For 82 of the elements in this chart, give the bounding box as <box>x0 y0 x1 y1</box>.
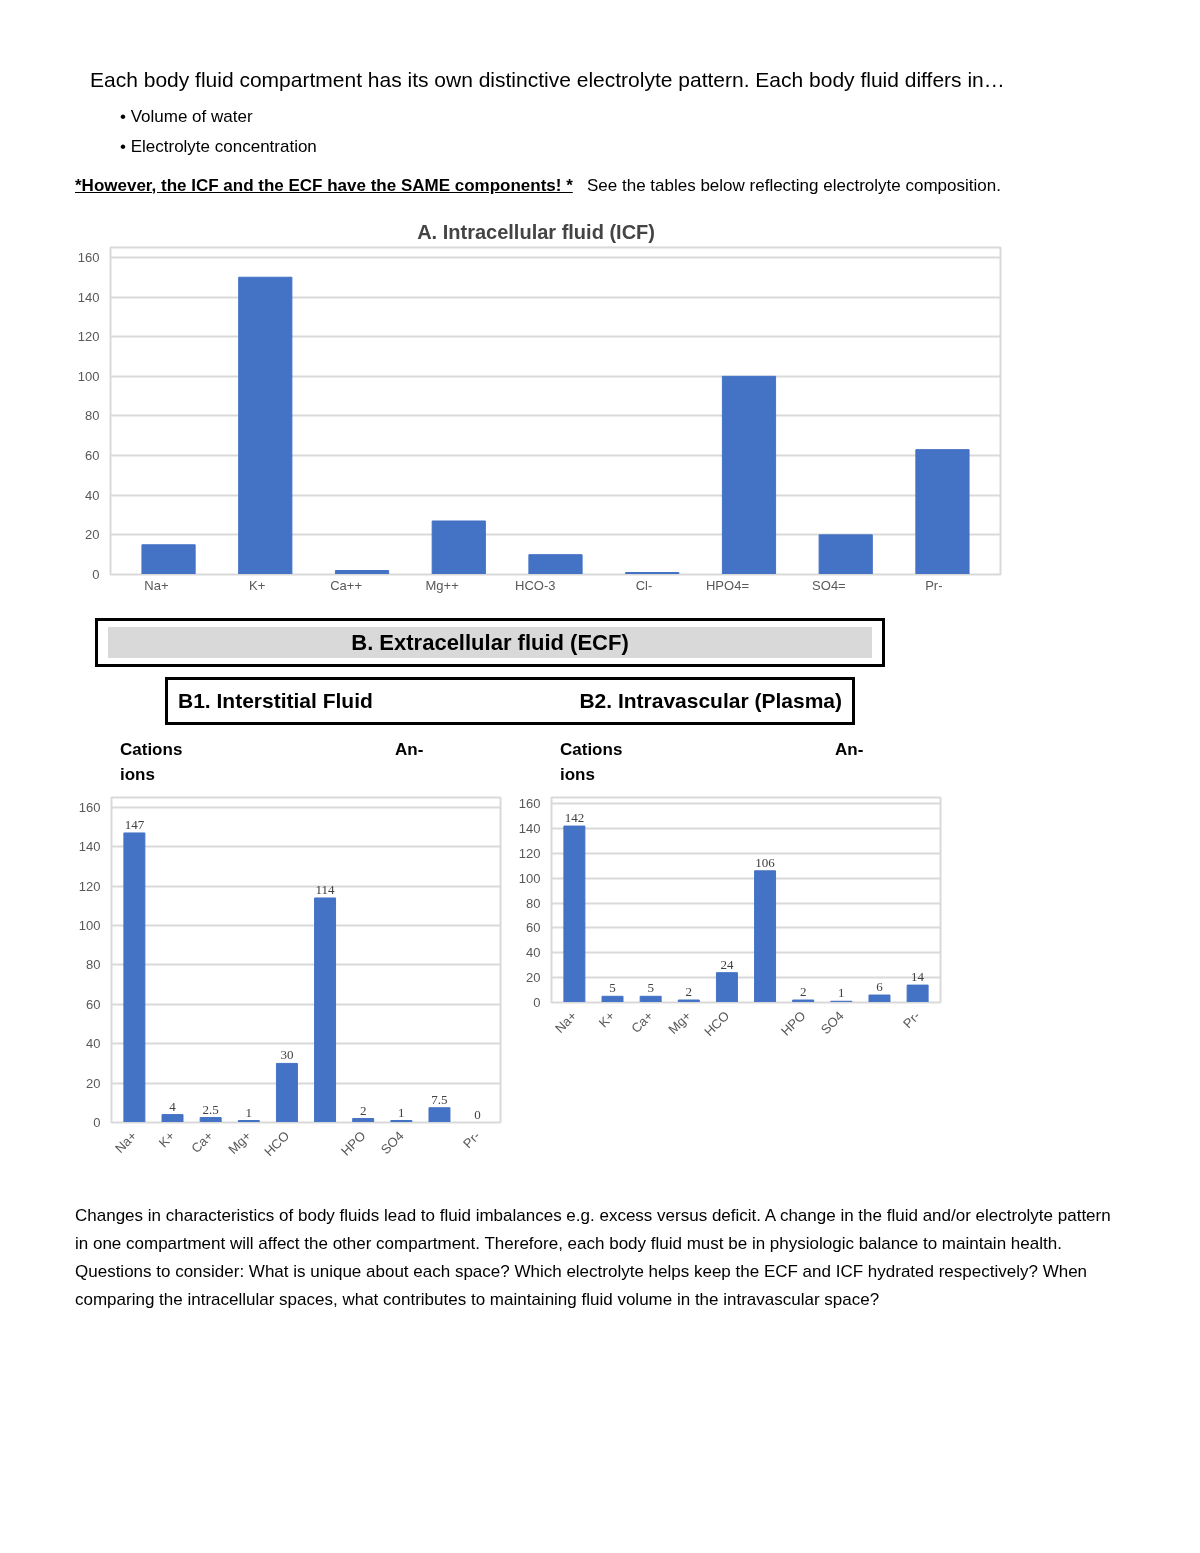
text: An- <box>395 739 424 762</box>
x-tick-label: Mg+ <box>665 1008 695 1038</box>
y-tick-label: 60 <box>85 447 100 463</box>
data-label: 1 <box>398 1104 405 1120</box>
y-tick-label: 120 <box>518 846 541 862</box>
data-label: 2.5 <box>202 1101 219 1117</box>
x-tick-label: HCO-3 <box>515 577 556 593</box>
data-label: 1 <box>245 1104 253 1120</box>
data-label: 106 <box>755 855 776 871</box>
y-tick-label: 160 <box>77 249 100 265</box>
x-tick-label: Pr- <box>925 577 943 593</box>
x-tick-label: Pr- <box>460 1128 483 1152</box>
data-label: 4 <box>169 1099 177 1115</box>
text: See the tables below reflecting electrolyte composition. <box>586 175 1001 195</box>
text: An- <box>835 739 864 762</box>
data-label: 24 <box>720 957 734 973</box>
y-tick-label: 80 <box>86 957 101 973</box>
text: Cations <box>120 740 183 760</box>
y-tick-label: 20 <box>85 527 100 543</box>
text: *However, the ICF and the ECF have the SAME components! * <box>75 175 573 195</box>
x-tick-label: Na+ <box>144 577 169 593</box>
data-label: 14 <box>911 969 925 985</box>
x-tick-label: Ca++ <box>330 577 363 593</box>
data-label: 147 <box>124 817 145 833</box>
data-label: 2 <box>685 984 693 1000</box>
data-label: 2 <box>359 1102 367 1118</box>
data-label: 2 <box>799 984 807 1000</box>
y-tick-label: 0 <box>92 566 100 582</box>
y-tick-label: 120 <box>78 879 101 895</box>
y-tick-label: 160 <box>78 800 101 816</box>
chart-title: A. Intracellular fluid (ICF) <box>417 220 655 243</box>
y-tick-label: 20 <box>86 1076 101 1092</box>
x-tick-label: Mg+ <box>225 1128 255 1158</box>
y-tick-label: 140 <box>77 289 100 305</box>
y-tick-label: 140 <box>518 821 541 837</box>
y-tick-label: 100 <box>77 368 100 384</box>
data-label: 142 <box>564 810 585 826</box>
text: Cations <box>560 740 623 760</box>
y-tick-label: 40 <box>86 1036 101 1052</box>
x-tick-label: Na+ <box>111 1128 140 1157</box>
y-tick-label: 100 <box>518 871 541 887</box>
x-tick-label: Ca+ <box>628 1008 656 1037</box>
chart-subtitle: B. Extracellular fluid (ECF) <box>108 626 872 659</box>
y-tick-label: 140 <box>78 839 101 855</box>
text: • Electrolyte concentration <box>120 136 318 159</box>
y-tick-label: 40 <box>526 945 541 961</box>
x-tick-label: K+ <box>155 1128 178 1151</box>
data-label: 1 <box>838 985 845 1001</box>
x-tick-label: Ca+ <box>188 1128 216 1157</box>
text: ions <box>120 764 155 784</box>
y-tick-label: 40 <box>85 487 100 503</box>
y-tick-label: 120 <box>77 329 100 345</box>
data-label: 7.5 <box>431 1092 448 1108</box>
data-label: 5 <box>609 980 616 996</box>
text: Changes in characteristics of body fluids lead to fluid imbalances e.g. excess versus deficit. A change in the fluid and/or electrolyte pattern in one compartment will affect the other compartment. Therefore, each body fluid must be in physiologic balance to maintain health. Questions to consider: What is unique about each space? Which electrolyte helps keep the ECF and ICF hydrated respectively? When comparing the intracellular spaces, what contributes to maintaining fluid volume in the intravascular space? <box>75 1205 1112 1312</box>
x-tick-label: SO4= <box>812 577 846 593</box>
y-tick-label: 80 <box>526 896 541 912</box>
x-tick-label: Pr- <box>900 1008 923 1032</box>
text: • Volume of water <box>120 106 254 128</box>
text: Each body fluid compartment has its own distinctive electrolyte pattern. Each body fluid differs in… <box>90 67 1005 93</box>
y-tick-label: 60 <box>86 997 101 1013</box>
x-tick-label: HPO4= <box>705 577 749 593</box>
x-tick-label: Mg++ <box>425 577 459 593</box>
data-label: 30 <box>280 1047 294 1063</box>
y-tick-label: 20 <box>526 970 541 986</box>
x-tick-label: Cl- <box>635 577 653 593</box>
chart-title: B2. Intravascular (Plasma) <box>579 688 842 715</box>
x-tick-label: K+ <box>595 1008 618 1031</box>
chart-title: B1. Interstitial Fluid <box>178 688 373 715</box>
data-label: 5 <box>647 980 654 996</box>
data-label: 114 <box>315 882 336 898</box>
text: ions <box>560 764 595 784</box>
y-tick-label: 100 <box>78 918 101 934</box>
data-label: 0 <box>474 1106 481 1122</box>
x-tick-label: K+ <box>249 577 266 593</box>
y-tick-label: 80 <box>85 408 100 424</box>
y-tick-label: 0 <box>93 1115 101 1131</box>
y-tick-label: 60 <box>526 920 541 936</box>
y-tick-label: 0 <box>533 995 541 1011</box>
y-tick-label: 160 <box>518 796 541 812</box>
data-label: 6 <box>876 979 884 995</box>
x-tick-label: Na+ <box>551 1008 580 1037</box>
